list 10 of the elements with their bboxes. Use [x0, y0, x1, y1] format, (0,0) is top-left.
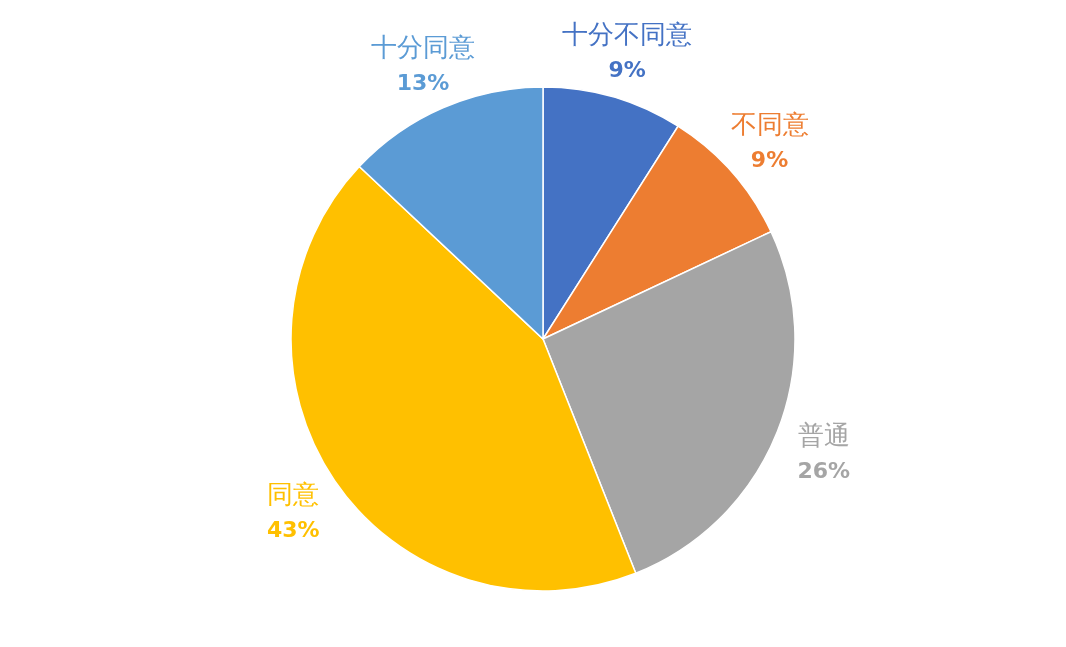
data-label: 43%	[266, 516, 320, 542]
slice-label: 不同意	[730, 109, 809, 140]
data-label: 13%	[396, 69, 450, 95]
slice-label: 十分同意	[371, 31, 476, 62]
data-label: 9%	[750, 147, 789, 173]
slice-label: 同意	[267, 478, 320, 509]
data-label: 9%	[608, 56, 646, 82]
data-label: 26%	[797, 458, 851, 484]
slice-label: 十分不同意	[562, 18, 693, 49]
slice-label: 普通	[797, 420, 850, 451]
